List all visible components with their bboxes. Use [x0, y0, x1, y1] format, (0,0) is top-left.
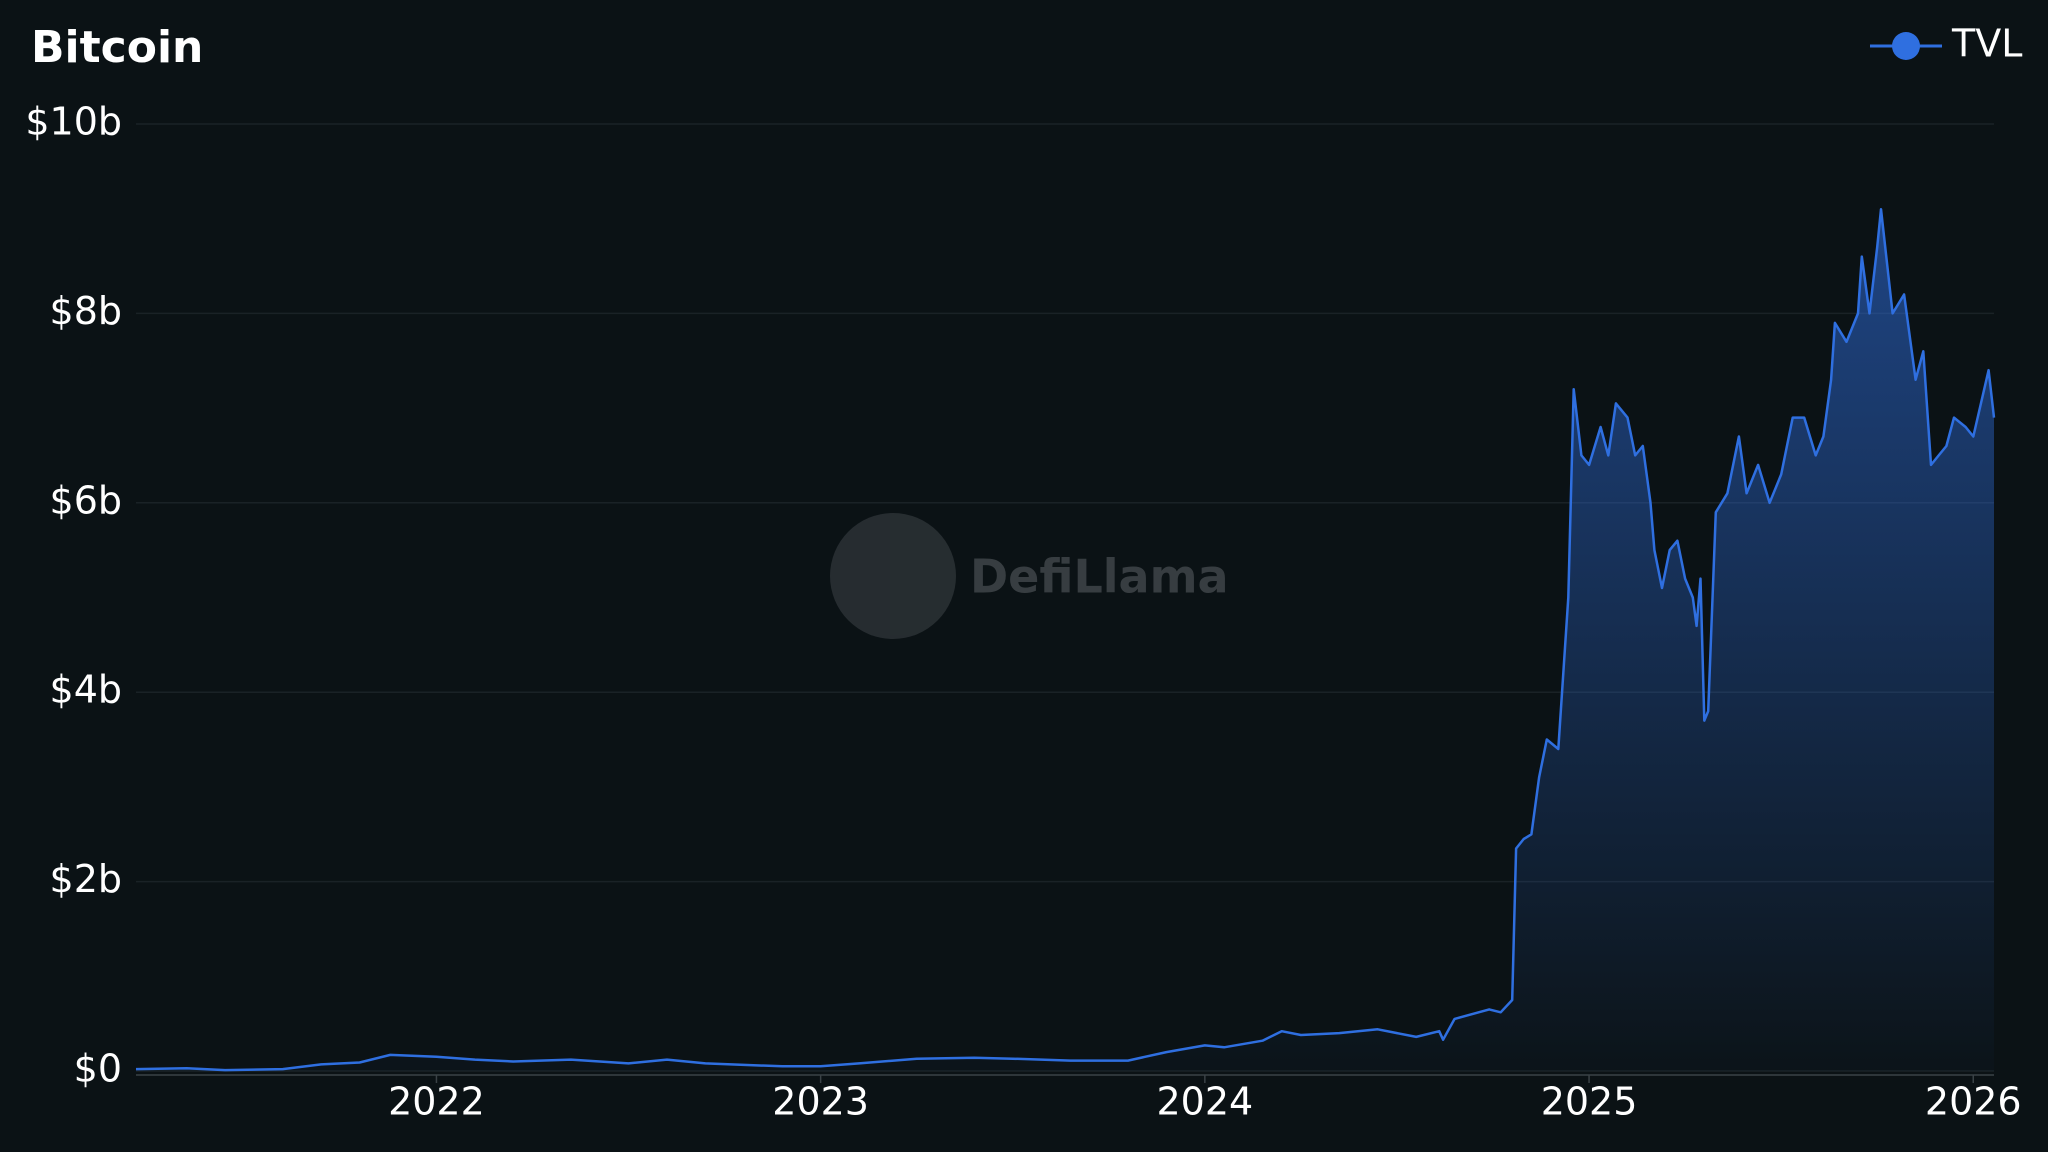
- line: [135, 207, 1996, 1072]
- x-tick-label: 2025: [1541, 1080, 1638, 1124]
- x-tick-label: 2023: [772, 1080, 869, 1124]
- x-tick-label: 2024: [1156, 1080, 1253, 1124]
- y-tick-label: $10b: [25, 100, 122, 144]
- legend-marker: [1892, 32, 1920, 60]
- chart-title: Bitcoin: [31, 22, 203, 73]
- y-tick-label: $6b: [50, 478, 122, 522]
- legend-label: TVL: [1951, 22, 2022, 66]
- y-tick-label: $2b: [50, 857, 122, 901]
- watermark-text: DefiLlama: [970, 550, 1229, 604]
- y-tick-label: $0: [74, 1047, 122, 1091]
- y-tick-label: $8b: [50, 289, 122, 333]
- x-tick-label: 2026: [1925, 1080, 2022, 1124]
- y-tick-label: $4b: [50, 668, 122, 712]
- watermark-logo: [830, 513, 956, 639]
- legend-item: TVL: [1870, 22, 2022, 66]
- x-tick-label: 2022: [388, 1080, 485, 1124]
- area: [136, 209, 1994, 1071]
- watermark: DefiLlama: [830, 513, 1229, 639]
